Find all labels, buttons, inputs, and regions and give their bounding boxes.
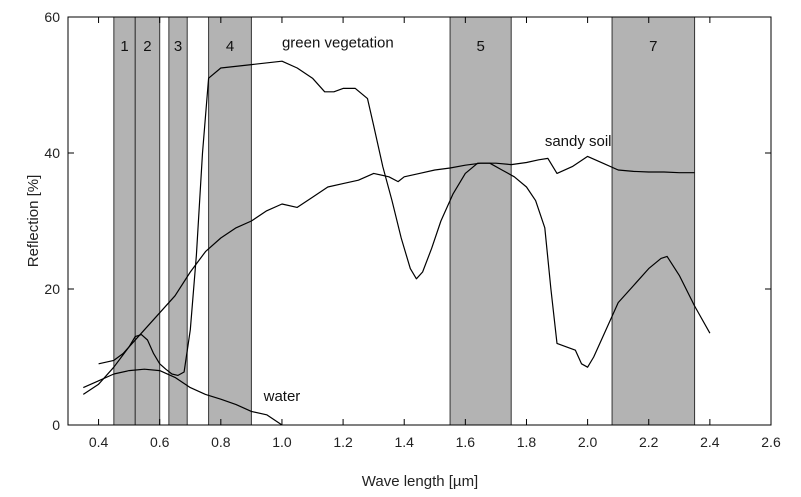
- x-tick-label: 1.2: [333, 434, 353, 450]
- annotations: green vegetation sandy soil water: [263, 35, 612, 406]
- series-lines: [82, 60, 711, 426]
- x-tick-label: 0.6: [150, 434, 170, 450]
- plot-frame: [67, 16, 772, 426]
- band-label-5: 5: [476, 38, 484, 55]
- x-tick-label: 2.0: [578, 434, 598, 450]
- band-5: [449, 16, 512, 426]
- band-label-3: 3: [174, 38, 182, 55]
- tick-labels: 0.4 0.6 0.8 1.0 1.2 1.4 1.6 1.8 2.0 2.2 2.4 2.6 0 20 4…: [44, 9, 781, 450]
- x-tick-label: 2.2: [639, 434, 659, 450]
- band-4: [208, 16, 252, 426]
- annotation-water: water: [263, 388, 301, 405]
- band-label-2: 2: [143, 38, 151, 55]
- x-tick-label: 2.6: [761, 434, 781, 450]
- series-line-water: [83, 368, 283, 426]
- band-label-1: 1: [120, 38, 128, 55]
- x-tick-label: 1.4: [394, 434, 414, 450]
- x-tick-label: 1.0: [272, 434, 292, 450]
- y-tick-label: 0: [52, 417, 60, 433]
- x-axis-label: Wave length [µm]: [362, 473, 478, 490]
- band-3: [168, 16, 188, 426]
- annotation-sandy-soil: sandy soil: [545, 133, 612, 150]
- y-tick-label: 20: [44, 281, 60, 297]
- series-line-sandy-soil: [82, 155, 695, 395]
- axis-ticks: [68, 16, 772, 426]
- x-tick-label: 0.8: [211, 434, 231, 450]
- band-7: [611, 16, 696, 426]
- y-axis-label: Reflection [%]: [25, 175, 42, 268]
- x-tick-label: 0.4: [89, 434, 109, 450]
- x-tick-label: 1.8: [517, 434, 537, 450]
- annotation-green-vegetation: green vegetation: [282, 35, 394, 52]
- band-label-4: 4: [226, 38, 234, 55]
- y-tick-label: 60: [44, 9, 60, 25]
- x-tick-label: 1.6: [456, 434, 476, 450]
- y-tick-label: 40: [44, 145, 60, 161]
- band-label-7: 7: [649, 38, 657, 55]
- x-tick-label: 2.4: [700, 434, 720, 450]
- series-line-green-vegetation: [98, 60, 711, 376]
- band-2: [134, 16, 161, 426]
